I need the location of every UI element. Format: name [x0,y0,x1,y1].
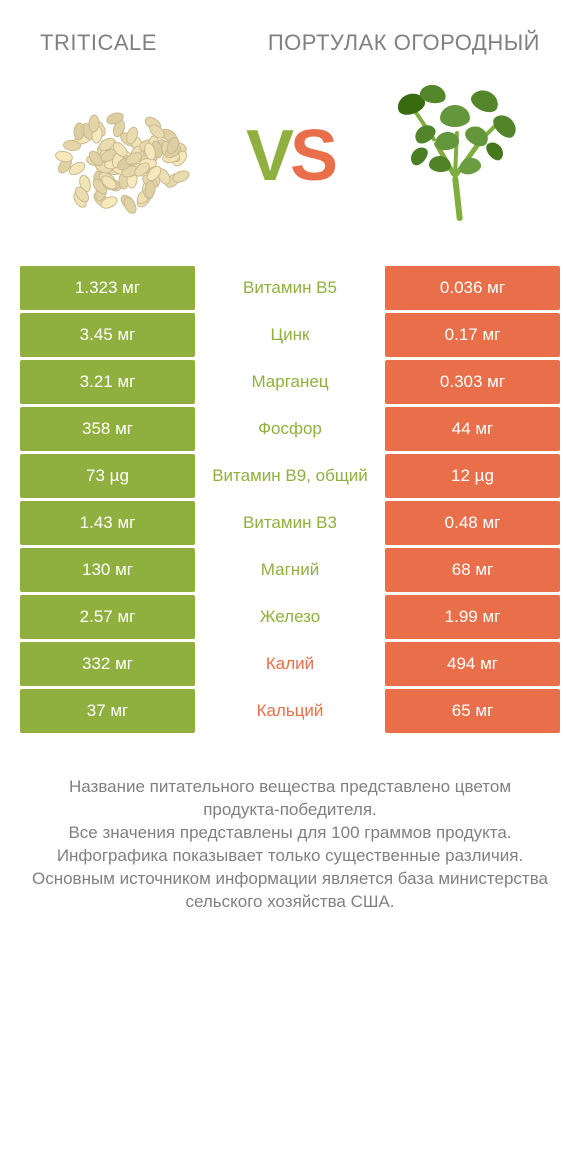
grain-icon [45,91,195,221]
table-row: 3.21 мгМарганец0.303 мг [20,360,560,404]
left-product-title: TRITICALE [40,30,157,56]
left-value-cell: 3.21 мг [20,360,195,404]
plant-icon [385,86,535,226]
nutrient-label: Витамин B3 [195,501,385,545]
right-value-cell: 0.17 мг [385,313,560,357]
left-value-cell: 1.323 мг [20,266,195,310]
left-value-cell: 1.43 мг [20,501,195,545]
right-value-cell: 0.303 мг [385,360,560,404]
left-value-cell: 2.57 мг [20,595,195,639]
vs-v: V [246,116,290,196]
left-value-cell: 73 µg [20,454,195,498]
right-value-cell: 68 мг [385,548,560,592]
footer-line: Основным источником информации является … [30,868,550,914]
header: TRITICALE ПОРТУЛАК ОГОРОДНЫЙ [0,0,580,66]
nutrient-label: Калий [195,642,385,686]
nutrient-label: Марганец [195,360,385,404]
footer-notes: Название питательного вещества представл… [0,736,580,914]
right-value-cell: 65 мг [385,689,560,733]
right-value-cell: 1.99 мг [385,595,560,639]
right-product-title: ПОРТУЛАК ОГОРОДНЫЙ [268,30,540,56]
left-value-cell: 332 мг [20,642,195,686]
nutrient-label: Кальций [195,689,385,733]
nutrient-label: Железо [195,595,385,639]
nutrient-label: Цинк [195,313,385,357]
right-value-cell: 494 мг [385,642,560,686]
left-value-cell: 37 мг [20,689,195,733]
left-value-cell: 130 мг [20,548,195,592]
table-row: 1.323 мгВитамин B50.036 мг [20,266,560,310]
left-product-image [40,76,200,236]
right-value-cell: 12 µg [385,454,560,498]
footer-line: Все значения представлены для 100 граммо… [30,822,550,845]
footer-line: Инфографика показывает только существенн… [30,845,550,868]
nutrient-label: Витамин B9, общий [195,454,385,498]
table-row: 358 мгФосфор44 мг [20,407,560,451]
table-row: 2.57 мгЖелезо1.99 мг [20,595,560,639]
nutrient-label: Магний [195,548,385,592]
nutrient-label: Витамин B5 [195,266,385,310]
table-row: 3.45 мгЦинк0.17 мг [20,313,560,357]
table-row: 37 мгКальций65 мг [20,689,560,733]
comparison-table: 1.323 мгВитамин B50.036 мг3.45 мгЦинк0.1… [0,266,580,733]
right-value-cell: 0.036 мг [385,266,560,310]
right-value-cell: 44 мг [385,407,560,451]
right-value-cell: 0.48 мг [385,501,560,545]
hero-row: VS [0,66,580,266]
table-row: 332 мгКалий494 мг [20,642,560,686]
nutrient-label: Фосфор [195,407,385,451]
table-row: 130 мгМагний68 мг [20,548,560,592]
vs-s: S [290,116,334,196]
left-value-cell: 358 мг [20,407,195,451]
right-product-image [380,76,540,236]
table-row: 1.43 мгВитамин B30.48 мг [20,501,560,545]
table-row: 73 µgВитамин B9, общий12 µg [20,454,560,498]
left-value-cell: 3.45 мг [20,313,195,357]
vs-label: VS [246,115,334,197]
footer-line: Название питательного вещества представл… [30,776,550,822]
